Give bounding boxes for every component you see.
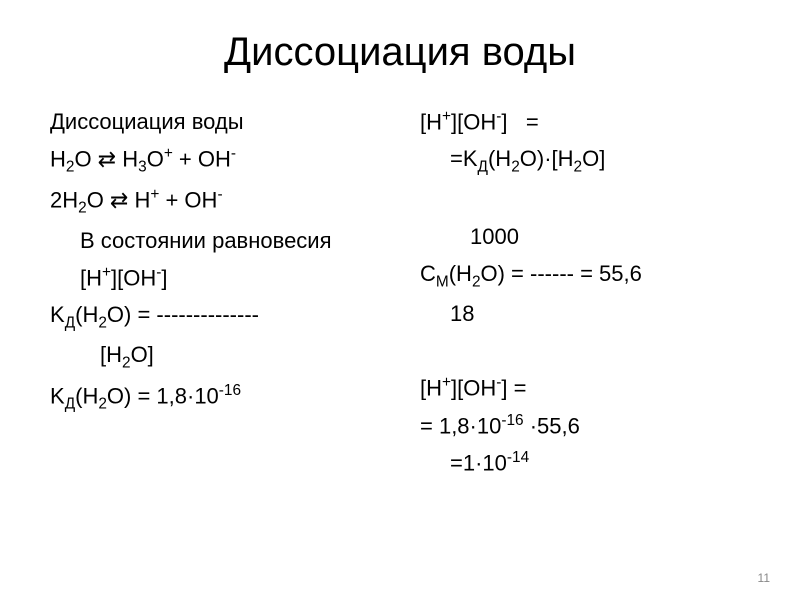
text-line: [H+][OH-] bbox=[50, 261, 380, 294]
text-line: [H+][OH-] = bbox=[420, 371, 750, 404]
text-line: 2H2O ⇄ H+ + OH- bbox=[50, 183, 380, 220]
slide-title: Диссоциация воды bbox=[50, 30, 750, 75]
text-line: KД(H2O) = -------------- bbox=[50, 298, 380, 335]
text-line: =KД(H2O)·[H2O] bbox=[420, 142, 750, 179]
text-line: =1·10-14 bbox=[420, 446, 750, 479]
text-line: [H+][OH-] = bbox=[420, 105, 750, 138]
text-line: В состоянии равновесия bbox=[50, 224, 380, 257]
text-line: 1000 bbox=[420, 220, 750, 253]
text-line: H2O ⇄ H3O+ + OH- bbox=[50, 142, 380, 179]
text-line: CM(H2O) = ------ = 55,6 bbox=[420, 257, 750, 294]
text-line bbox=[420, 334, 750, 367]
text-line: [H2O] bbox=[50, 338, 380, 375]
page-number: 11 bbox=[758, 571, 770, 585]
text-line: = 1,8·10-16 ·55,6 bbox=[420, 409, 750, 442]
text-line: KД(H2O) = 1,8·10-16 bbox=[50, 379, 380, 416]
slide-content: Диссоциация воды H2O ⇄ H3O+ + OH- 2H2O ⇄ H… bbox=[50, 105, 750, 483]
text-line: 18 bbox=[420, 297, 750, 330]
left-column: Диссоциация воды H2O ⇄ H3O+ + OH- 2H2O ⇄ H… bbox=[50, 105, 380, 483]
right-column: [H+][OH-] = =KД(H2O)·[H2O] 1000 CM(H2O) = … bbox=[420, 105, 750, 483]
text-line bbox=[420, 183, 750, 216]
text-line: Диссоциация воды bbox=[50, 105, 380, 138]
